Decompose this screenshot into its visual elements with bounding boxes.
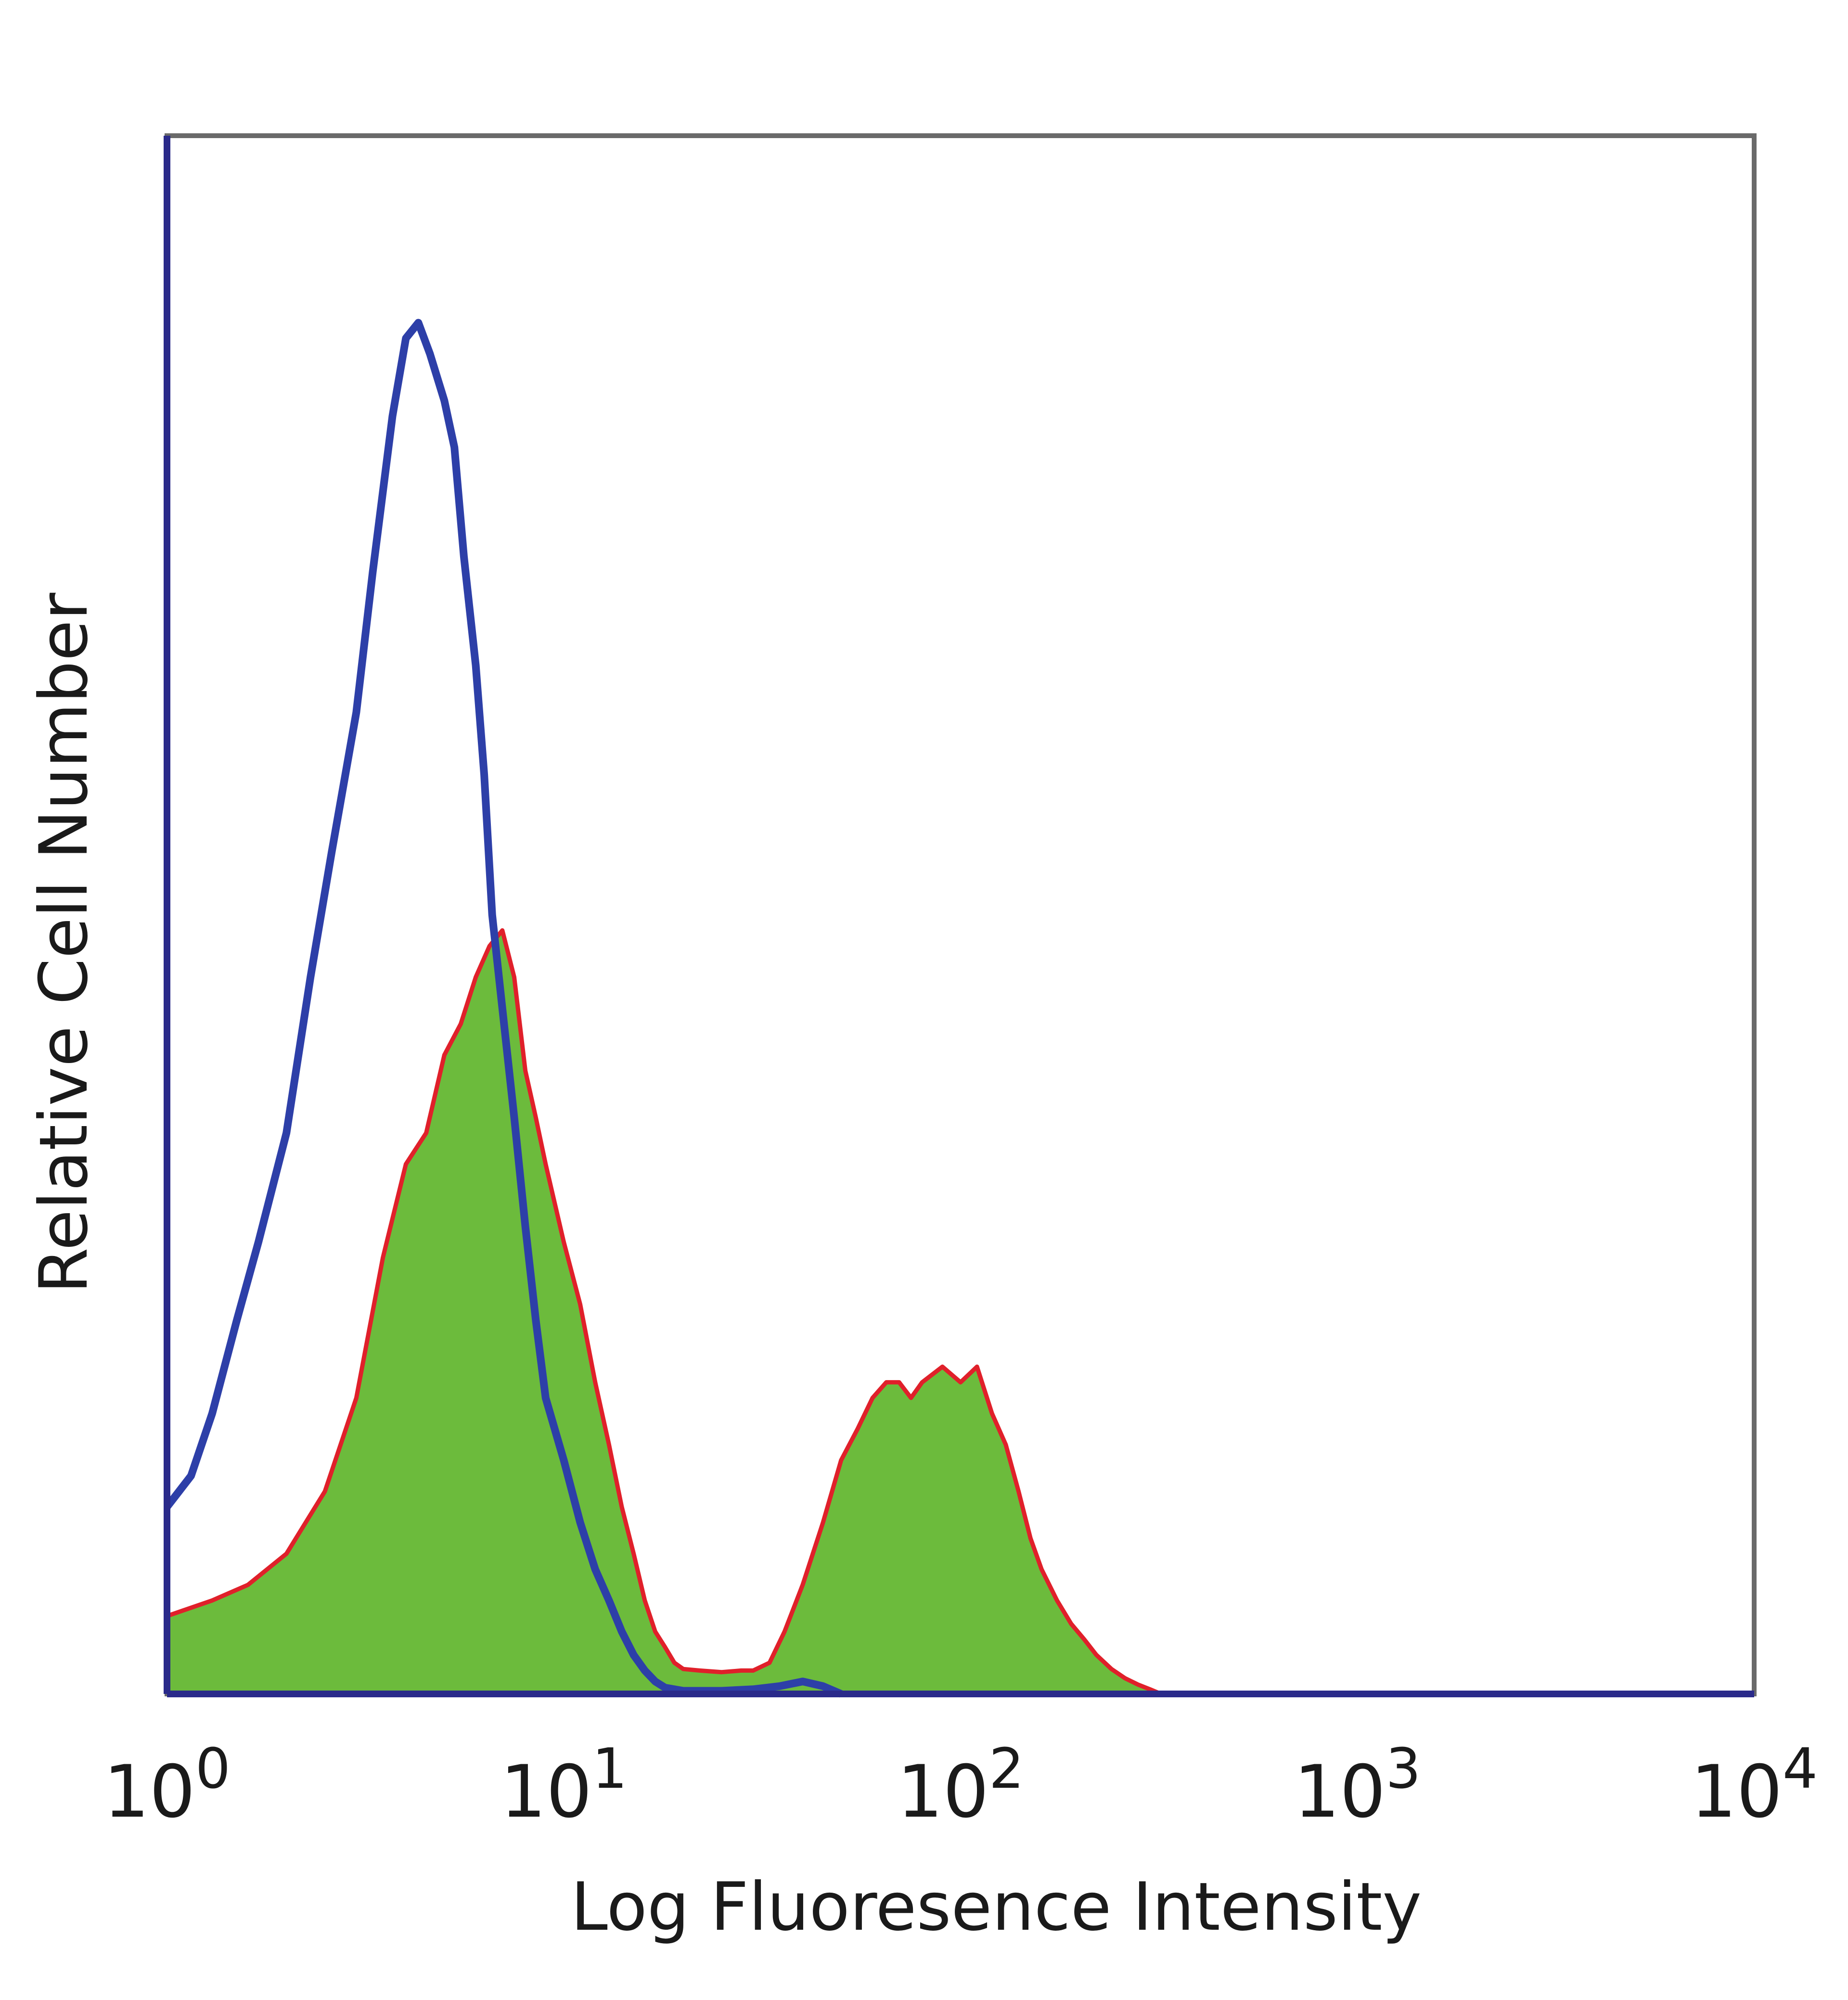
histogram-fill-area [167,930,1161,1694]
x-tick-label: 100 [103,1737,231,1834]
x-axis-label: Log Fluoresence Intensity [571,1868,1422,1946]
histogram-outline-series [164,319,843,1698]
series-layer [164,319,1162,1698]
x-tick-labels: 100 101 102 103 104 [103,1737,1818,1834]
x-tick-label: 102 [897,1737,1024,1834]
x-tick-label: 104 [1691,1737,1818,1834]
y-axis-label: Relative Cell Number [25,592,103,1294]
x-tick-label: 101 [500,1737,627,1834]
histogram-fill-outline [166,928,1162,1696]
x-tick-label: 103 [1294,1737,1421,1834]
